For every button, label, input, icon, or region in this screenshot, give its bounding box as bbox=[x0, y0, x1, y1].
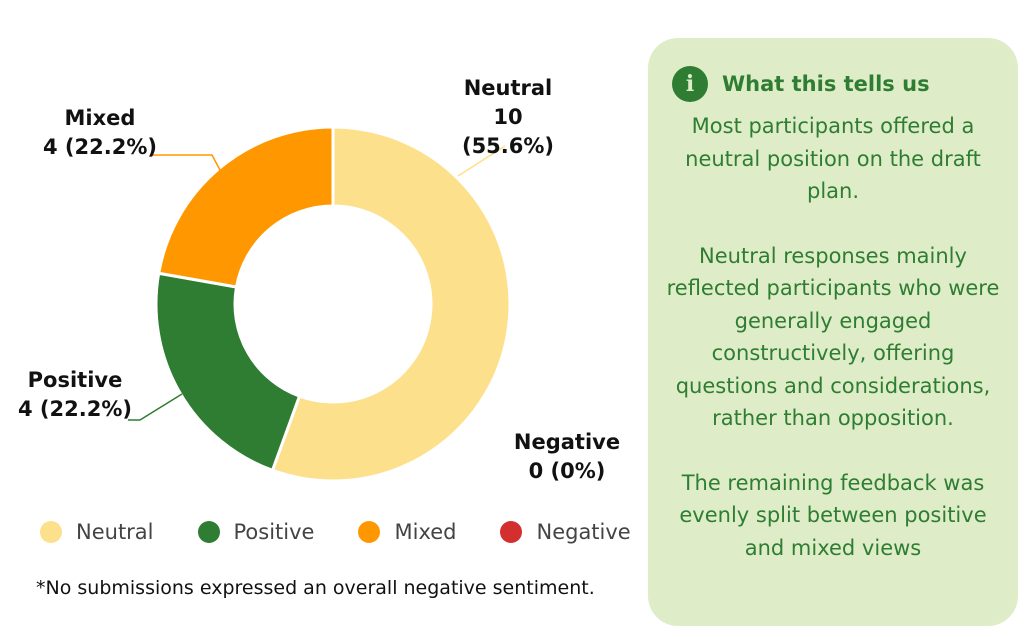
leader-positive bbox=[128, 393, 183, 421]
panel-title: What this tells us bbox=[722, 72, 930, 96]
panel-paragraph: Neutral responses mainly reflected parti… bbox=[666, 243, 1000, 431]
leader-neutral bbox=[457, 145, 506, 177]
slice-mixed[interactable] bbox=[157, 125, 335, 289]
panel-paragraph: The remaining feedback was evenly split … bbox=[679, 470, 987, 560]
slice-neutral[interactable] bbox=[270, 125, 512, 483]
label-positive: Positive 4 (22.2%) bbox=[18, 368, 132, 421]
panel-paragraph: Most participants offered a neutral posi… bbox=[685, 114, 981, 203]
legend-label: Negative bbox=[536, 520, 631, 544]
donut-chart bbox=[128, 125, 512, 483]
footnote: *No submissions expressed an overall neg… bbox=[36, 577, 595, 599]
legend-item-mixed[interactable]: Mixed bbox=[358, 520, 456, 544]
legend-dot bbox=[40, 521, 62, 543]
legend-dot bbox=[197, 521, 220, 543]
label-neutral: Neutral 10 (55.6%) bbox=[461, 76, 555, 158]
legend-dot bbox=[500, 521, 523, 543]
legend-item-positive[interactable]: Positive bbox=[197, 520, 315, 544]
slice-positive[interactable] bbox=[154, 271, 301, 472]
info-icon: i bbox=[672, 66, 708, 102]
label-negative: Negative 0 (0%) bbox=[513, 430, 621, 483]
legend-dot bbox=[358, 521, 381, 543]
label-mixed: Mixed 4 (22.2%) bbox=[43, 106, 157, 159]
legend-item-neutral[interactable]: Neutral bbox=[40, 520, 154, 544]
legend-label: Mixed bbox=[394, 520, 457, 544]
chart-legend: Neutral Positive Mixed Negative bbox=[40, 520, 675, 544]
insight-panel: i What this tells us Most participants of… bbox=[648, 38, 1018, 626]
legend-label: Positive bbox=[233, 520, 315, 544]
legend-item-negative[interactable]: Negative bbox=[500, 520, 631, 544]
legend-label: Neutral bbox=[76, 520, 154, 544]
leader-mixed bbox=[152, 154, 221, 171]
